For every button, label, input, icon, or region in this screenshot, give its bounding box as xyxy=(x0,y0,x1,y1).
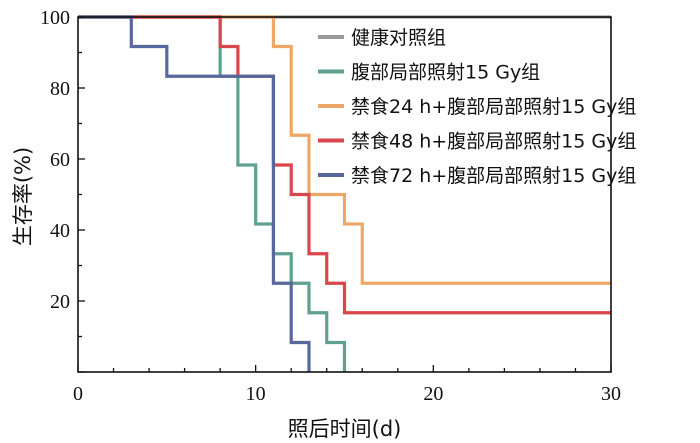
legend-label-4: 禁食48 h+腹部局部照射15 Gy组 xyxy=(351,131,636,153)
legend-label-2: 腹部局部照射15 Gy组 xyxy=(351,62,540,84)
y-tick-label: 80 xyxy=(50,78,70,100)
x-tick-label: 20 xyxy=(423,383,443,405)
x-tick-label: 0 xyxy=(73,383,83,405)
axes xyxy=(77,16,612,373)
y-tick-label: 20 xyxy=(50,291,70,313)
legend-label-5: 禁食72 h+腹部局部照射15 Gy组 xyxy=(351,165,636,187)
series-line-5 xyxy=(78,15,311,372)
y-tick-label: 100 xyxy=(40,7,70,29)
x-tick-label: 30 xyxy=(601,383,621,405)
series-line-4 xyxy=(78,15,611,315)
x-axis-title: 照后时间(d) xyxy=(288,417,402,441)
legend-label-1: 健康对照组 xyxy=(351,27,446,49)
y-tick-label: 60 xyxy=(50,149,70,171)
legend-label-3: 禁食24 h+腹部局部照射15 Gy组 xyxy=(351,96,636,118)
series-line-3 xyxy=(78,15,611,285)
y-axis-title: 生存率(%) xyxy=(11,147,35,246)
x-tick-label: 10 xyxy=(246,383,266,405)
tick-labels: 0 10 20 30 20 40 60 80 100 xyxy=(40,7,621,405)
y-tick-label: 40 xyxy=(50,220,70,242)
